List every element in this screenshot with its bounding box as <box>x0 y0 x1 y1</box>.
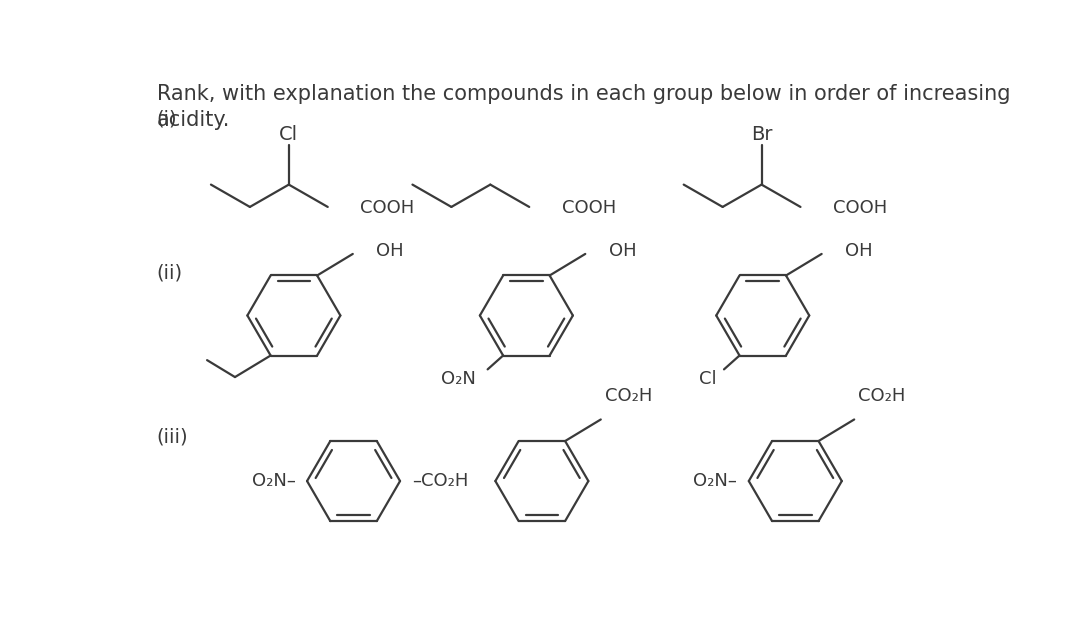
Text: CO₂H: CO₂H <box>859 387 905 405</box>
Text: COOH: COOH <box>833 200 888 218</box>
Text: OH: OH <box>845 242 873 260</box>
Text: Cl: Cl <box>699 370 716 388</box>
Text: COOH: COOH <box>361 200 415 218</box>
Text: –CO₂H: –CO₂H <box>411 472 468 490</box>
Text: acidity.: acidity. <box>157 110 230 130</box>
Text: OH: OH <box>608 242 636 260</box>
Text: Rank, with explanation the compounds in each group below in order of increasing: Rank, with explanation the compounds in … <box>157 84 1010 104</box>
Text: Cl: Cl <box>280 125 298 144</box>
Text: O₂N: O₂N <box>441 370 476 388</box>
Text: CO₂H: CO₂H <box>605 387 652 405</box>
Text: OH: OH <box>376 242 404 260</box>
Text: O₂N–: O₂N– <box>252 472 296 490</box>
Text: (iii): (iii) <box>157 428 188 447</box>
Text: Br: Br <box>751 125 772 144</box>
Text: (ii): (ii) <box>157 264 183 283</box>
Text: (i): (i) <box>157 109 177 129</box>
Text: COOH: COOH <box>562 200 616 218</box>
Text: O₂N–: O₂N– <box>693 472 738 490</box>
